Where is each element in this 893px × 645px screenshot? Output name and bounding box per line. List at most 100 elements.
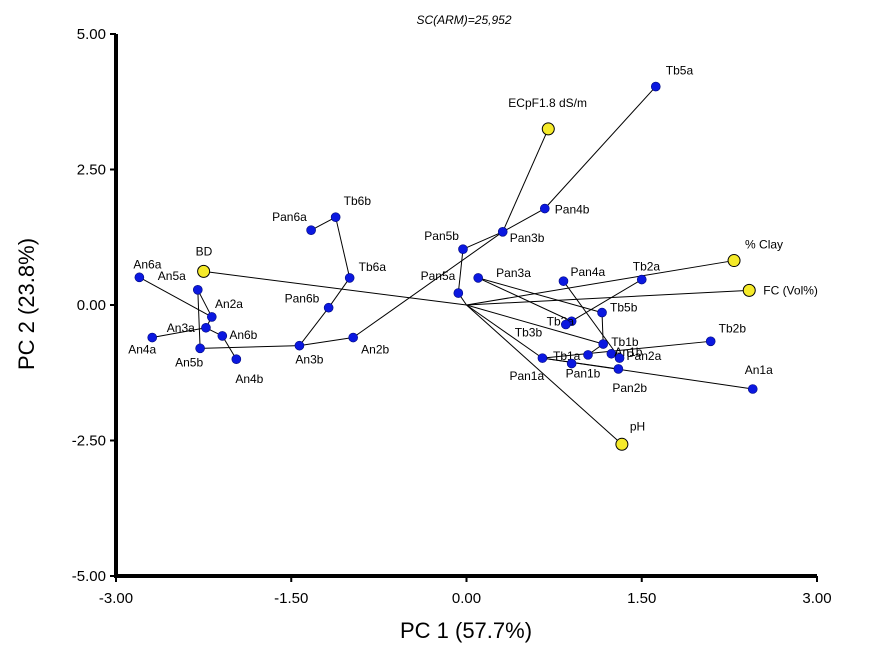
sample-point [583, 350, 593, 360]
variable-point [541, 122, 555, 136]
variable-point [197, 264, 211, 278]
sample-point [561, 319, 571, 330]
y-tick-label: -5.00 [72, 568, 106, 585]
sample-point [344, 273, 355, 283]
sample-label: Tb3b [515, 326, 543, 340]
link-line [478, 277, 603, 314]
origin-link-line [466, 304, 623, 445]
sample-label: An5a [158, 269, 186, 283]
origin-link-line [466, 260, 735, 306]
sample-point [231, 354, 242, 365]
sample-label: An1a [745, 363, 773, 377]
sample-label: An3b [295, 353, 323, 367]
axes: -3.00 -1.50 0.00 1.50 3.00 5.00 2.50 0.00 -2.50 -… [72, 26, 832, 607]
y-axis-title: PC 2 (23.8%) [14, 238, 39, 370]
link-line [544, 86, 657, 209]
x-tick-label: 3.00 [802, 590, 831, 607]
link-line [502, 128, 549, 233]
sample-point [636, 274, 647, 285]
sample-point [539, 203, 550, 214]
link-line [335, 217, 351, 279]
sample-label: An2b [361, 343, 389, 357]
points: Tb5a Pan4b Pan3b Pan5b Pan5a Pan3a Pan4a Tb2a Tb… [128, 64, 818, 451]
sample-point [558, 276, 569, 286]
x-tick-label: -3.00 [99, 590, 133, 607]
sample-label: Tb2b [719, 321, 747, 335]
origin-link-line [466, 304, 543, 359]
link-line [477, 277, 572, 322]
sample-label: An6b [229, 328, 257, 342]
sample-point [614, 353, 625, 363]
variable-point [615, 437, 629, 451]
variable-point [727, 254, 741, 268]
sample-point [201, 322, 211, 333]
sample-point [613, 364, 624, 374]
link-line [563, 280, 620, 359]
link-line [139, 276, 213, 318]
sample-label: Tb6a [359, 260, 387, 274]
link-line [601, 312, 604, 345]
y-tick-label: 5.00 [77, 26, 106, 43]
sample-label: Pan4a [570, 265, 605, 279]
link-line [328, 277, 351, 308]
sample-label: Tb5b [610, 301, 638, 315]
link-lines [139, 86, 753, 445]
sample-point [330, 212, 341, 222]
sample-label: Tb5a [666, 64, 694, 78]
link-line [299, 337, 354, 347]
sample-point [207, 312, 217, 322]
sample-point [453, 288, 464, 298]
variable-label: pH [630, 419, 645, 433]
variable-label: ECpF1.8 dS/m [508, 96, 587, 110]
sample-label: Pan5a [421, 269, 456, 283]
sample-point [147, 332, 158, 343]
variable-point [742, 283, 756, 297]
sample-point [473, 273, 483, 283]
origin-link-line [466, 289, 750, 306]
sample-point [747, 384, 758, 394]
sample-label: Tb1a [553, 349, 581, 363]
sample-point [650, 81, 661, 92]
origin-link-line [466, 304, 604, 345]
sample-label: Pan4b [555, 203, 590, 217]
sample-label: Pan2b [612, 381, 647, 395]
link-line [152, 327, 207, 339]
sample-label: An6a [133, 257, 161, 271]
chart-title: SC(ARM)=25,952 [416, 13, 511, 27]
link-line [197, 289, 213, 318]
y-tick-label: 2.50 [77, 162, 106, 179]
sample-point [217, 331, 228, 341]
y-tick-label: 0.00 [77, 297, 106, 314]
sample-label: An4a [128, 343, 156, 357]
sample-point [348, 332, 358, 343]
sample-point [705, 336, 716, 347]
sample-point [537, 353, 548, 363]
sample-label: Tb1b [611, 335, 639, 349]
sample-point [134, 272, 145, 283]
sample-point [597, 307, 607, 318]
sample-label: An5b [175, 355, 203, 369]
link-line [542, 357, 753, 390]
sample-label: Tb6b [344, 194, 372, 208]
sample-label: An4b [235, 372, 263, 386]
link-line [197, 289, 201, 349]
link-line [299, 307, 330, 346]
sample-point [598, 339, 608, 349]
x-tick-label: 0.00 [452, 590, 481, 607]
sample-label: Pan3b [510, 231, 545, 245]
sample-label: Tb2a [633, 260, 661, 274]
link-line [352, 231, 504, 338]
sample-label: Pan6a [272, 210, 307, 224]
x-axis-title: PC 1 (57.7%) [400, 618, 532, 643]
sample-label: Pan2a [627, 349, 662, 363]
sample-point [566, 358, 577, 369]
sample-point [323, 302, 334, 313]
variable-label: BD [196, 244, 213, 258]
origin-link-line [203, 270, 467, 306]
sample-label: Pan1a [509, 369, 544, 383]
sample-label: Pan1b [566, 367, 601, 381]
variable-label: % Clay [745, 238, 783, 252]
sample-point [192, 285, 203, 295]
link-line [542, 340, 711, 359]
